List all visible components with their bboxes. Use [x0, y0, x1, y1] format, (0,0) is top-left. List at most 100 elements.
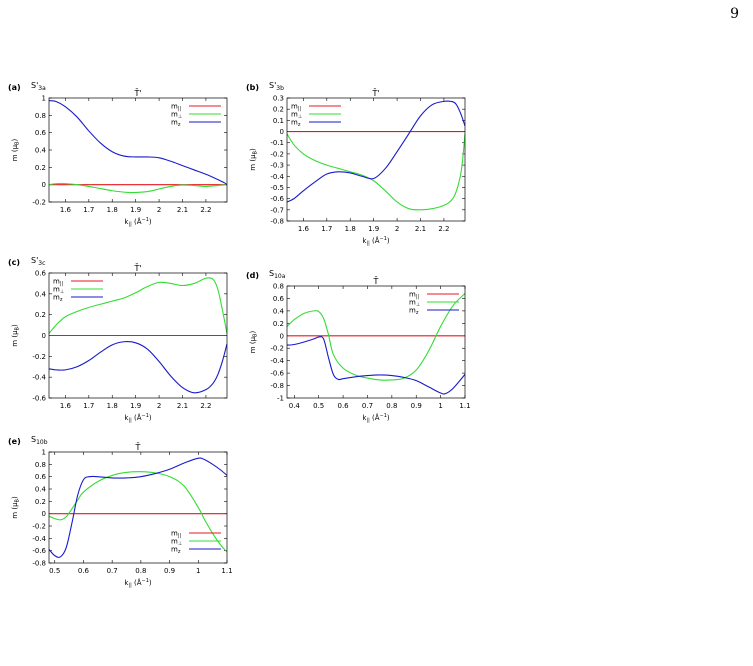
y-tick-label: 0.2 — [35, 311, 46, 319]
chart-panel-b: (b) S'3b T̄' -0.8 -0.7 -0.6 -0.5 -0.4 -0.3 -0.2 -0… — [246, 81, 466, 247]
legend-label-par: m|| — [53, 278, 64, 288]
y-tick-label: -0.2 — [270, 345, 284, 353]
legend-label-perp: m⊥ — [171, 538, 182, 548]
legend: m||m⊥mz — [171, 103, 221, 129]
x-tick-label: 2 — [395, 225, 399, 233]
panel-label: (d) — [246, 271, 259, 280]
series-line-perp — [49, 471, 227, 553]
y-tick-label: 0.1 — [273, 117, 284, 125]
legend-label-perp: m⊥ — [291, 111, 302, 121]
point-label: T̄' — [133, 263, 141, 273]
x-tick-label: 0.7 — [362, 402, 373, 410]
chart-panel-a: (a) S'3a T̄' -0.2 0 0.2 0.4 0.6 0.8 1 1.6 1.7 1.8 1.9… — [8, 81, 228, 228]
x-tick-label: 1.6 — [60, 206, 72, 214]
x-tick-label: 0.5 — [313, 402, 324, 410]
x-tick-label: 2.1 — [415, 225, 426, 233]
x-tick-label: 1.7 — [83, 206, 94, 214]
legend-label-par: m|| — [171, 530, 182, 540]
y-tick-label: -0.4 — [270, 357, 284, 365]
point-label: T̄ — [135, 442, 141, 452]
y-axis-label: m (μB) — [249, 148, 259, 171]
point-label: T̄' — [133, 88, 141, 98]
x-tick-label: 2.1 — [177, 402, 188, 410]
x-tick-label: 0.9 — [164, 567, 175, 575]
x-tick-label: 0.4 — [289, 402, 301, 410]
legend: m||m⊥mz — [53, 278, 103, 304]
y-tick-label: -0.7 — [270, 206, 284, 214]
y-tick-label: 0 — [42, 510, 46, 518]
series-group — [49, 457, 227, 558]
state-label: S'3a — [31, 81, 46, 92]
y-tick-label: 0 — [42, 181, 46, 189]
y-tick-label: -0.2 — [270, 150, 284, 158]
y-axis-label: m (μB) — [249, 331, 259, 354]
y-tick-label: 1 — [42, 95, 46, 103]
y-axis-label: m (μB) — [11, 496, 21, 519]
y-tick-label: -0.2 — [32, 353, 46, 361]
y-tick-label: -0.5 — [270, 184, 284, 192]
y-tick-label: 0 — [280, 128, 284, 136]
x-tick-label: 0.8 — [135, 567, 146, 575]
x-tick-label: 1.9 — [130, 402, 141, 410]
y-tick-label: 0.2 — [35, 164, 46, 172]
point-label: T̄' — [371, 88, 379, 98]
x-tick-label: 1.8 — [107, 206, 118, 214]
x-axis-label: k|| (Å−1) — [124, 578, 152, 589]
legend-label-z: mz — [53, 294, 63, 304]
y-tick-label: 0.8 — [35, 461, 46, 469]
y-tick-label: 0.6 — [35, 270, 47, 278]
legend-label-z: mz — [171, 546, 181, 556]
x-tick-label: 0.8 — [386, 402, 397, 410]
series-line-z — [287, 336, 465, 395]
page-number: 9 — [730, 6, 739, 22]
x-tick-label: 1 — [196, 567, 200, 575]
plot-frame — [286, 285, 466, 399]
y-axis-label: m (μB) — [11, 324, 21, 347]
series-group — [49, 100, 227, 194]
y-tick-label: 0.8 — [273, 283, 284, 291]
legend-label-z: mz — [291, 119, 301, 129]
y-tick-label: -0.8 — [270, 382, 284, 390]
y-tick-label: -0.4 — [32, 374, 46, 382]
x-tick-label: 2.2 — [200, 402, 211, 410]
y-tick-label: 0.4 — [35, 486, 47, 494]
y-tick-label: 0.6 — [35, 473, 47, 481]
x-tick-label: 2.2 — [200, 206, 211, 214]
x-axis-label: k|| (Å−1) — [362, 236, 390, 247]
y-tick-label: 0 — [280, 332, 284, 340]
x-tick-label: 1.8 — [345, 225, 356, 233]
series-group — [287, 100, 465, 211]
y-axis-label: m (μB) — [11, 139, 21, 162]
y-tick-label: 1 — [42, 449, 46, 457]
x-tick-label: 1.7 — [83, 402, 94, 410]
series-group — [49, 277, 227, 394]
plot-frame — [48, 451, 228, 564]
y-tick-label: 0.4 — [273, 307, 285, 315]
y-tick-label: 0.2 — [35, 498, 46, 506]
y-tick-label: 0.2 — [273, 320, 284, 328]
y-tick-label: -0.6 — [32, 547, 46, 555]
legend-label-z: mz — [171, 119, 181, 129]
panel-label: (c) — [8, 258, 20, 267]
y-tick-label: 0.2 — [273, 106, 284, 114]
y-tick-label: -0.4 — [270, 173, 284, 181]
y-tick-label: -0.4 — [32, 535, 46, 543]
x-tick-label: 2.2 — [438, 225, 449, 233]
series-group — [287, 293, 465, 395]
y-tick-label: -0.8 — [270, 218, 284, 226]
plot-frame — [48, 272, 228, 399]
x-axis-label: k|| (Å−1) — [362, 413, 390, 424]
y-tick-label: -0.6 — [270, 370, 284, 378]
x-tick-label: 1.7 — [321, 225, 332, 233]
state-label: S10b — [31, 435, 48, 446]
legend-label-perp: m⊥ — [409, 299, 420, 309]
y-tick-label: -0.6 — [270, 195, 284, 203]
panel-label: (a) — [8, 83, 21, 92]
legend-label-par: m|| — [291, 103, 302, 113]
x-tick-label: 1.6 — [298, 225, 310, 233]
plot-frame — [48, 97, 228, 203]
x-tick-label: 2 — [157, 206, 161, 214]
legend-label-par: m|| — [171, 103, 182, 113]
chart-panel-e: (e) S10b T̄ -0.8 -0.6 -0.4 -0.2 0 0.2 0.4 0.6 0.8 1 0… — [8, 435, 233, 589]
x-axis-label: k|| (Å−1) — [124, 217, 152, 228]
